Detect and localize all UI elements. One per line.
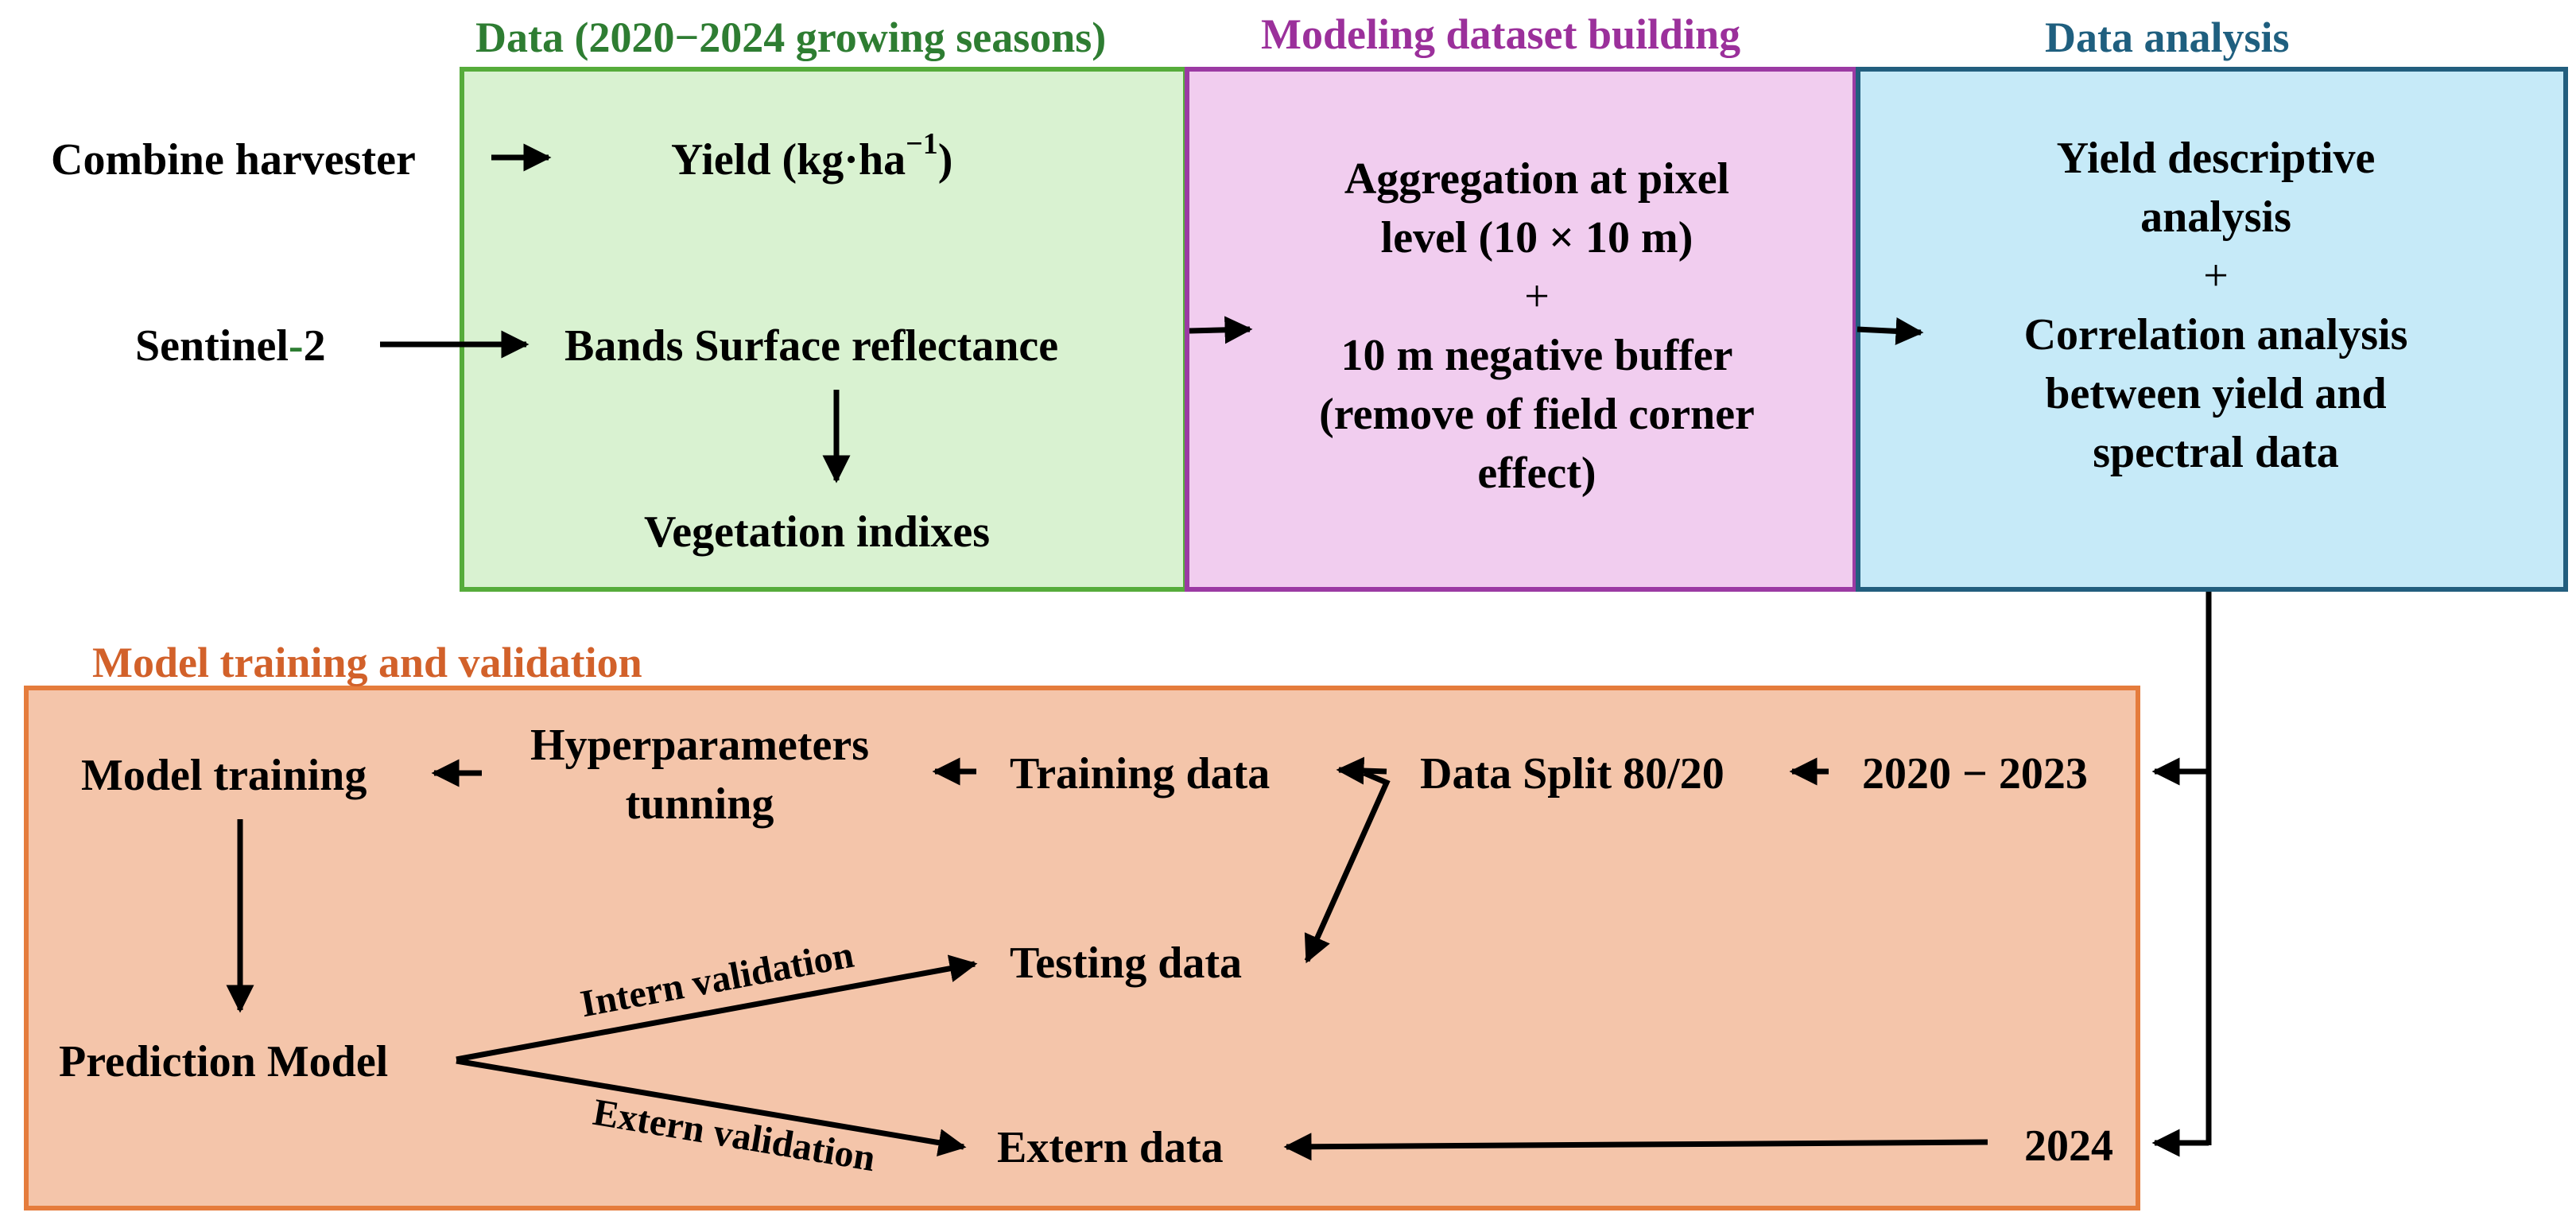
hyperparameters-node: Hyperparameters tunning [509, 716, 890, 834]
training-section-title: Model training and validation [92, 639, 642, 686]
sentinel-prefix: Sentinel [135, 321, 289, 371]
analysis-line-6: spectral data [2093, 428, 2339, 477]
model-training-node: Model training [81, 751, 367, 800]
aggregation-line-3: + [1524, 272, 1550, 321]
arrow-modeling-to-analysis [1856, 317, 1924, 345]
arrow-prediction-to-testing [456, 954, 978, 1063]
training-section-box [24, 686, 2140, 1211]
analysis-line-2: analysis [2140, 192, 2291, 242]
analysis-line-1: Yield descriptive [2056, 134, 2376, 183]
yield-close: ) [937, 135, 953, 185]
years-train-node: 2020 − 2023 [1862, 749, 2088, 799]
hyperparameters-line-2: tunning [625, 779, 774, 829]
arrow-data-to-modeling [1189, 316, 1253, 344]
aggregation-line-6: effect) [1477, 449, 1596, 498]
sentinel-dash: - [288, 321, 304, 371]
prediction-model-node: Prediction Model [59, 1037, 389, 1086]
arrow-year-to-extern [1283, 1133, 1988, 1161]
combine-harvester-node: Combine harvester [51, 135, 416, 185]
arrow-split-to-training [1336, 756, 1387, 785]
data-section-title: Data (2020−2024 growing seasons) [475, 14, 1107, 61]
yield-node: Yield (kg·ha−1) [671, 127, 953, 189]
data-section-box [460, 67, 1188, 592]
modeling-section-box [1185, 67, 1857, 592]
vegetation-node: Vegetation indixes [644, 507, 991, 557]
hyperparameters-line-1: Hyperparameters [530, 721, 870, 770]
aggregation-line-1: Aggregation at pixel [1344, 154, 1730, 204]
analysis-line-3: + [2203, 251, 2229, 301]
sentinel-node: Sentinel-2 [135, 317, 326, 375]
analysis-line-5: between yield and [2045, 369, 2387, 418]
aggregation-line-4: 10 m negative buffer [1340, 331, 1733, 380]
bands-node: Bands Surface reflectance [564, 321, 1059, 371]
analysis-line-4: Correlation analysis [2023, 310, 2408, 359]
sentinel-suffix: 2 [303, 321, 326, 371]
arrow-prediction-to-extern [456, 1058, 967, 1156]
arrow-split-to-testing [1304, 770, 1391, 964]
data-split-node: Data Split 80/20 [1420, 749, 1724, 799]
yield-label: Yield (kg·ha [671, 135, 906, 185]
analysis-node: Yield descriptive analysis + Correlation… [1957, 129, 2474, 482]
aggregation-line-2: level (10 × 10 m) [1380, 213, 1693, 262]
year-extern-node: 2024 [2024, 1121, 2113, 1171]
aggregation-line-5: (remove of field corner [1319, 390, 1755, 439]
modeling-section-title: Modeling dataset building [1261, 10, 1741, 58]
yield-exponent: −1 [906, 127, 938, 161]
testing-data-node: Testing data [1010, 938, 1243, 988]
extern-data-node: Extern data [997, 1123, 1224, 1172]
analysis-section-title: Data analysis [2045, 14, 2290, 61]
analysis-section-box [1856, 67, 2568, 592]
aggregation-node: Aggregation at pixel level (10 × 10 m) +… [1278, 150, 1795, 503]
training-data-node: Training data [1010, 749, 1271, 799]
